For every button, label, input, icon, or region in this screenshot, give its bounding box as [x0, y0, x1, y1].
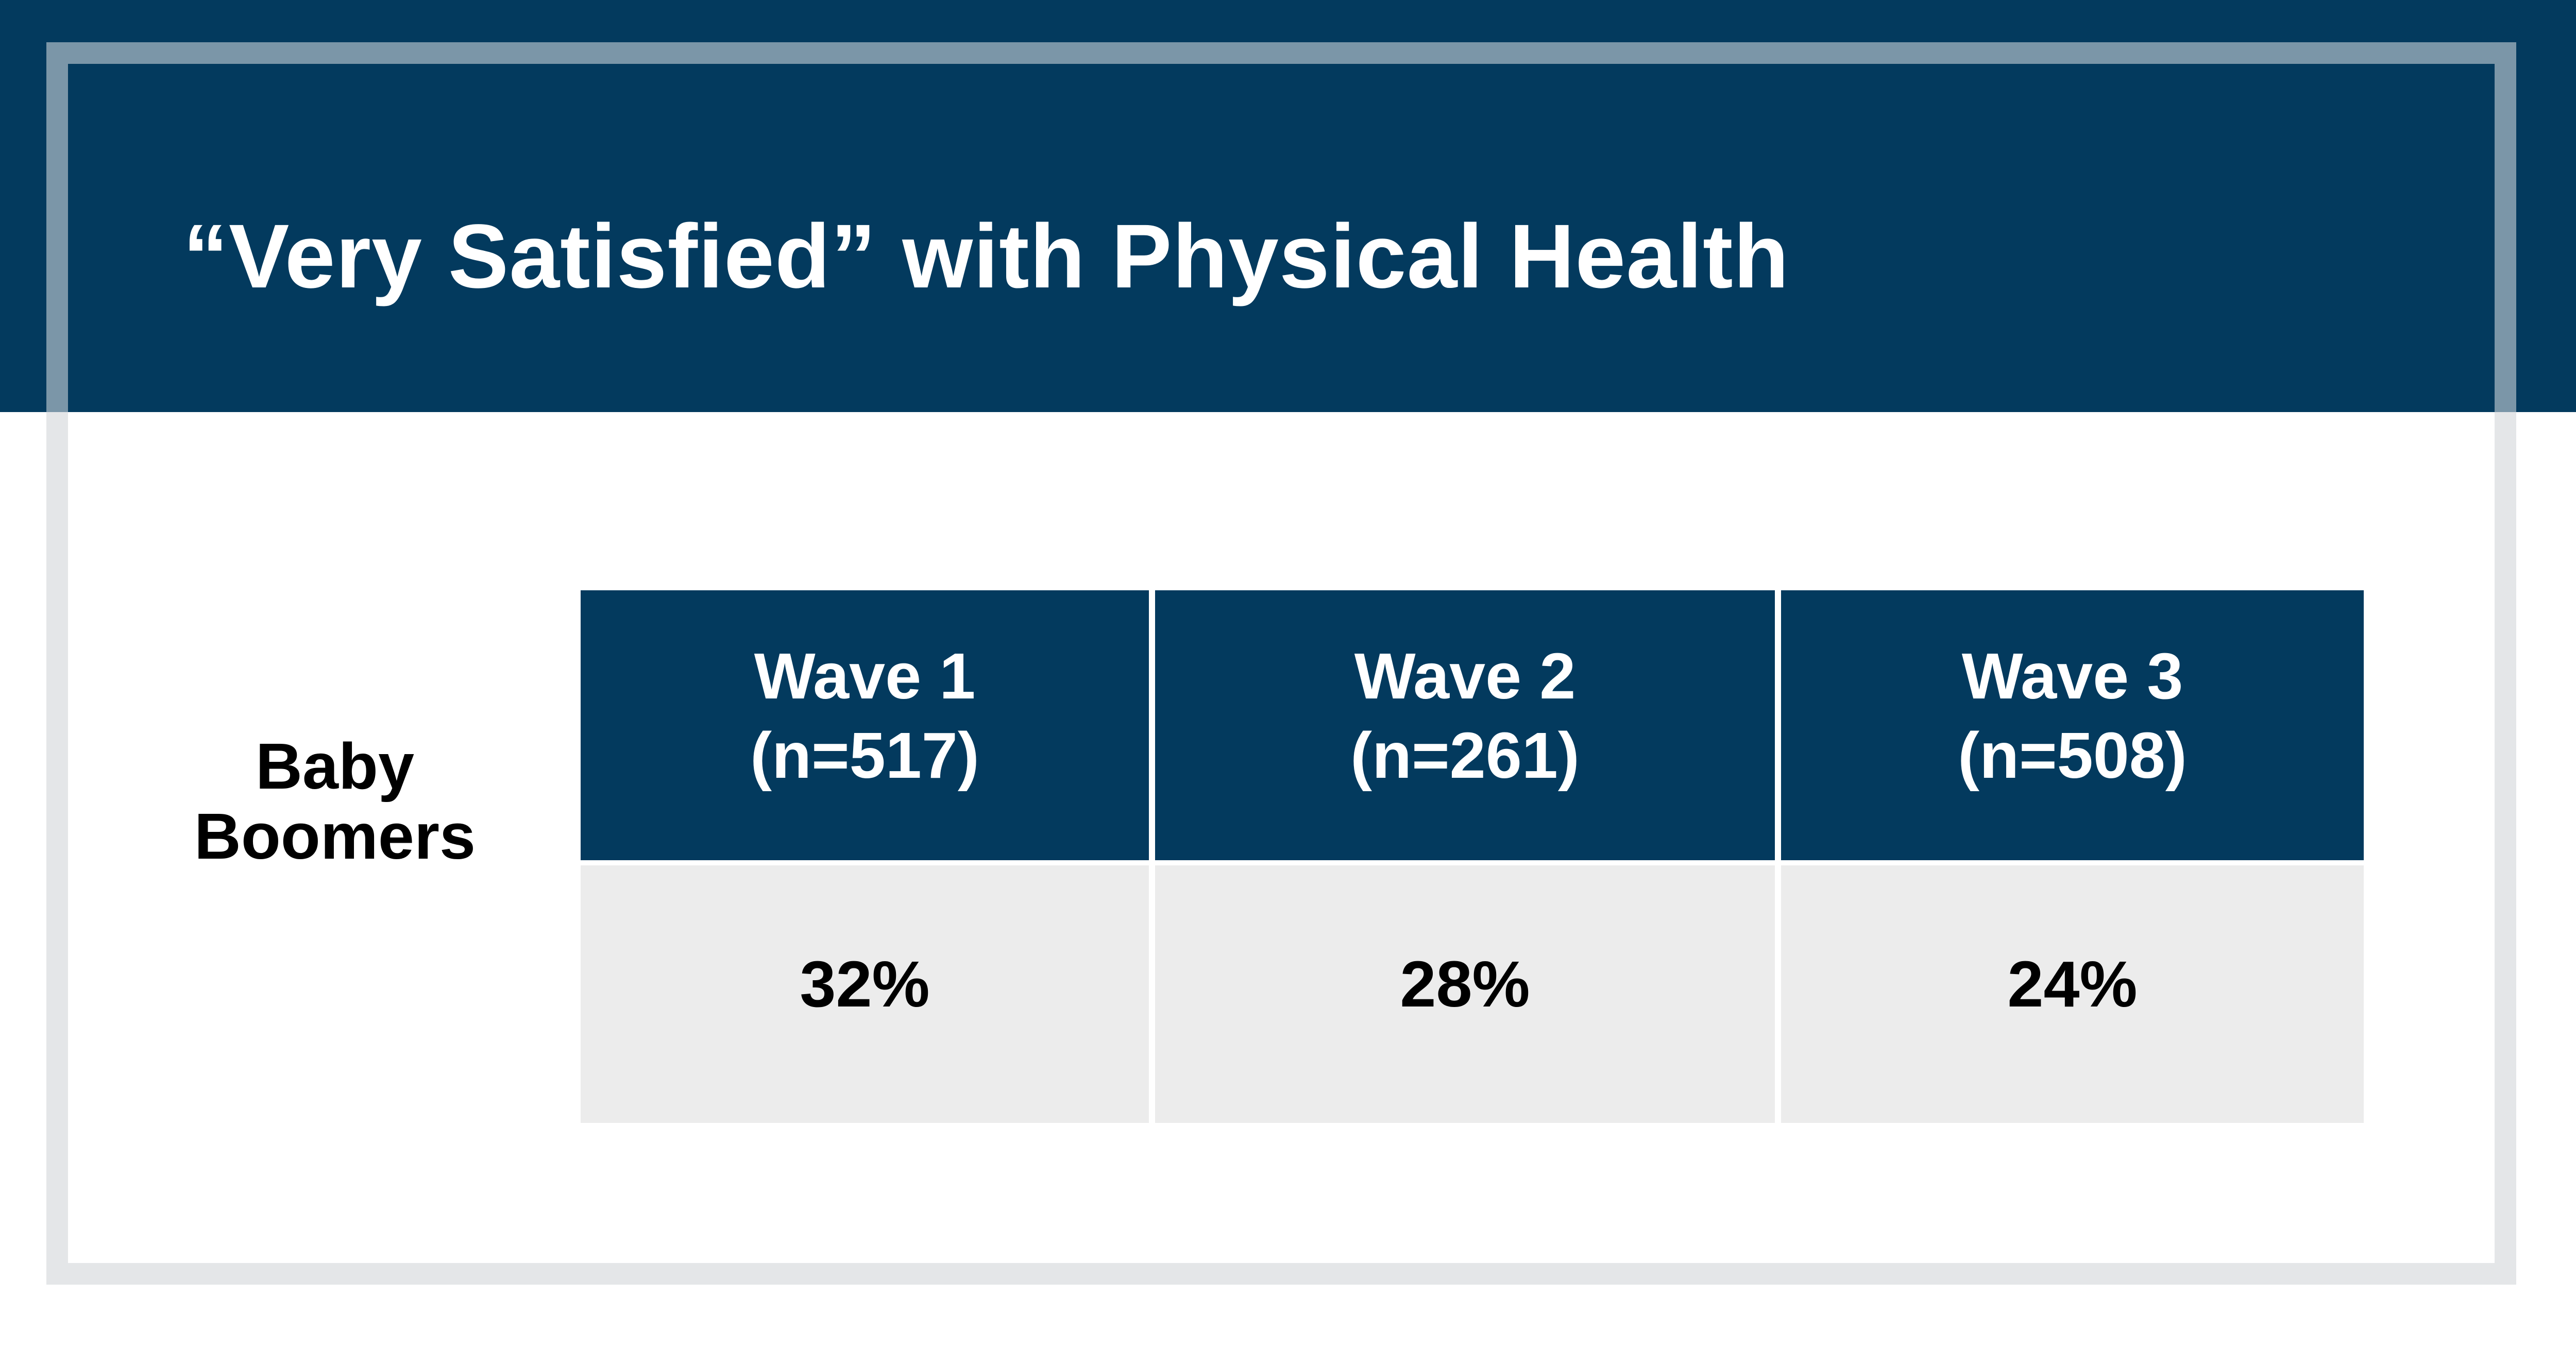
header-band — [0, 0, 2576, 412]
column-header-sample-size: (n=508) — [1958, 719, 2187, 792]
column-header-sample-size: (n=261) — [1350, 719, 1580, 792]
column-header-wave-1: Wave 1 (n=517) — [581, 590, 1149, 860]
chart-title: “Very Satisfied” with Physical Health — [183, 206, 1790, 307]
column-header-title: Wave 1 — [754, 640, 976, 713]
column-header-title: Wave 3 — [1961, 640, 2183, 713]
value-cell-wave-1: 32% — [581, 865, 1149, 1123]
row-label-line-2: Boomers — [194, 800, 476, 873]
column-header-wave-3: Wave 3 (n=508) — [1781, 590, 2364, 860]
column-header-title: Wave 2 — [1354, 640, 1576, 713]
column-header-sample-size: (n=517) — [750, 719, 979, 792]
row-label: Baby Boomers — [155, 731, 515, 872]
value-cell-wave-2: 28% — [1155, 865, 1775, 1123]
value-cell-wave-3: 24% — [1781, 865, 2364, 1123]
row-label-line-1: Baby — [255, 730, 415, 803]
column-header-wave-2: Wave 2 (n=261) — [1155, 590, 1775, 860]
results-table: Wave 1 (n=517) Wave 2 (n=261) Wave 3 (n=… — [581, 590, 2364, 1123]
